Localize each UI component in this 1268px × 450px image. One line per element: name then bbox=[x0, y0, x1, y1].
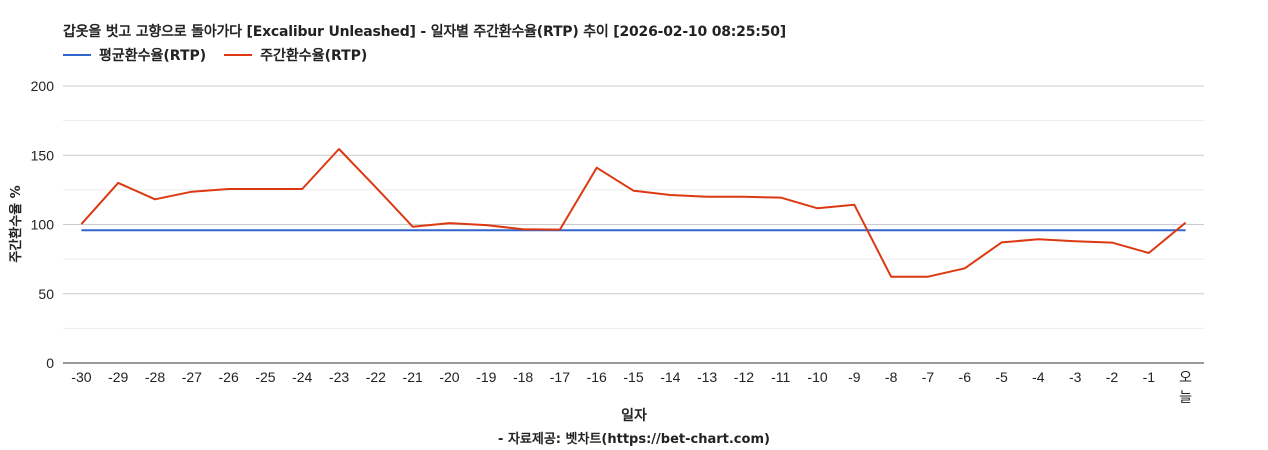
legend-label-average: 평균환수율(RTP) bbox=[99, 48, 207, 64]
chart-title: 갑옷을 벗고 고향으로 돌아가다 [Excalibur Unleashed] -… bbox=[63, 24, 786, 40]
x-tick-label: -13 bbox=[697, 369, 717, 385]
x-tick-label: -16 bbox=[587, 369, 607, 385]
x-tick-label: -5 bbox=[995, 369, 1008, 385]
y-tick-label: 50 bbox=[38, 286, 54, 302]
x-tick-label: -4 bbox=[1032, 369, 1045, 385]
x-tick-label: -11 bbox=[771, 369, 790, 385]
legend-swatch-weekly bbox=[224, 54, 253, 56]
x-tick-label: -23 bbox=[329, 369, 349, 385]
x-tick-label: -12 bbox=[734, 369, 754, 385]
data-source-footer: - 자료제공: 벳차트(https://bet-chart.com) bbox=[498, 432, 770, 447]
x-tick-label: -8 bbox=[885, 369, 898, 385]
y-tick-label: 150 bbox=[31, 147, 55, 163]
x-tick-label: -25 bbox=[255, 369, 275, 385]
x-tick-label: -26 bbox=[219, 369, 239, 385]
x-tick-label: -9 bbox=[848, 369, 861, 385]
x-tick-label: -27 bbox=[182, 369, 202, 385]
x-axis-label: 일자 bbox=[621, 408, 647, 424]
x-tick-label: -29 bbox=[108, 369, 128, 385]
y-tick-label: 100 bbox=[31, 217, 55, 233]
x-axis-ticks: -30 -29 -28 -27 -26 -25 -24 -23 -22 -21 -20 -19 -18 -… bbox=[71, 369, 1192, 405]
y-axis-label: 주간환수율 % bbox=[8, 185, 24, 262]
x-tick-label: -18 bbox=[513, 369, 533, 385]
legend-item-average-rtp[interactable]: 평균환수율(RTP) bbox=[63, 45, 206, 65]
x-tick-label: 오 bbox=[1179, 369, 1192, 385]
weekly-rtp-line[interactable] bbox=[80, 148, 1187, 278]
x-tick-label: -7 bbox=[922, 369, 935, 385]
x-tick-label: -20 bbox=[439, 369, 459, 385]
x-tick-label: -24 bbox=[292, 369, 312, 385]
x-tick-label: -17 bbox=[550, 369, 570, 385]
x-tick-label: -15 bbox=[623, 369, 643, 385]
x-tick-label: -22 bbox=[366, 369, 386, 385]
x-tick-label: -10 bbox=[807, 369, 827, 385]
x-tick-label: -2 bbox=[1106, 369, 1119, 385]
series-lines bbox=[80, 148, 1187, 278]
legend-item-weekly-rtp[interactable]: 주간환수율(RTP) bbox=[224, 45, 367, 65]
x-tick-label: -30 bbox=[71, 369, 91, 385]
y-tick-label: 200 bbox=[31, 78, 55, 94]
legend-label-weekly: 주간환수율(RTP) bbox=[260, 48, 368, 64]
gridlines bbox=[63, 85, 1204, 364]
x-tick-label: -3 bbox=[1069, 369, 1082, 385]
x-tick-label: -21 bbox=[403, 369, 423, 385]
y-tick-label: 0 bbox=[46, 355, 54, 371]
x-tick-label: -28 bbox=[145, 369, 165, 385]
x-tick-label: -1 bbox=[1143, 369, 1156, 385]
y-axis-ticks: 0 50 100 150 200 bbox=[31, 78, 55, 371]
x-tick-label: 늘 bbox=[1179, 389, 1192, 405]
legend: 평균환수율(RTP) 주간환수율(RTP) bbox=[63, 45, 385, 65]
x-tick-label: -6 bbox=[959, 369, 972, 385]
legend-swatch-average bbox=[63, 54, 91, 56]
x-tick-label: -19 bbox=[476, 369, 496, 385]
x-tick-label: -14 bbox=[660, 369, 680, 385]
